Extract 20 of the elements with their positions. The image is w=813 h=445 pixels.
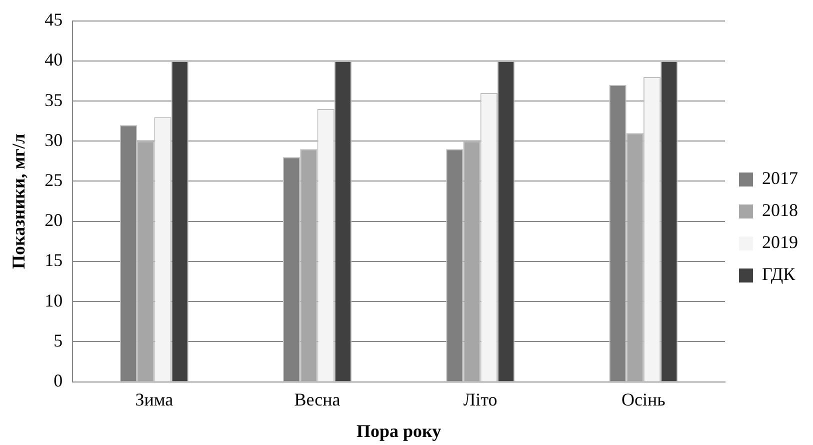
y-tick-label: 10 [44,290,63,310]
y-tick-label: 45 [44,10,63,30]
y-tick-label: 30 [44,130,63,150]
x-tick-label: Зима [135,389,174,410]
y-tick-label: 25 [44,170,63,190]
legend-label: ГДК [762,264,796,284]
x-tick-label: Весна [294,389,340,410]
legend-label: 2017 [762,168,798,188]
y-tick-label: 0 [54,370,63,391]
x-axis-title: Пора року [356,420,442,441]
legend-label: 2019 [762,232,798,252]
y-tick-label: 40 [44,50,63,70]
x-tick-label: Літо [463,389,498,410]
y-tick-label: 20 [44,210,63,230]
legend-label: 2018 [762,200,798,220]
y-tick-label: 35 [44,90,63,110]
y-tick-label: 15 [44,250,63,270]
y-tick-label: 5 [54,330,63,350]
x-tick-label: Осінь [622,389,666,410]
y-axis-title: Показники, мг/л [8,134,28,269]
